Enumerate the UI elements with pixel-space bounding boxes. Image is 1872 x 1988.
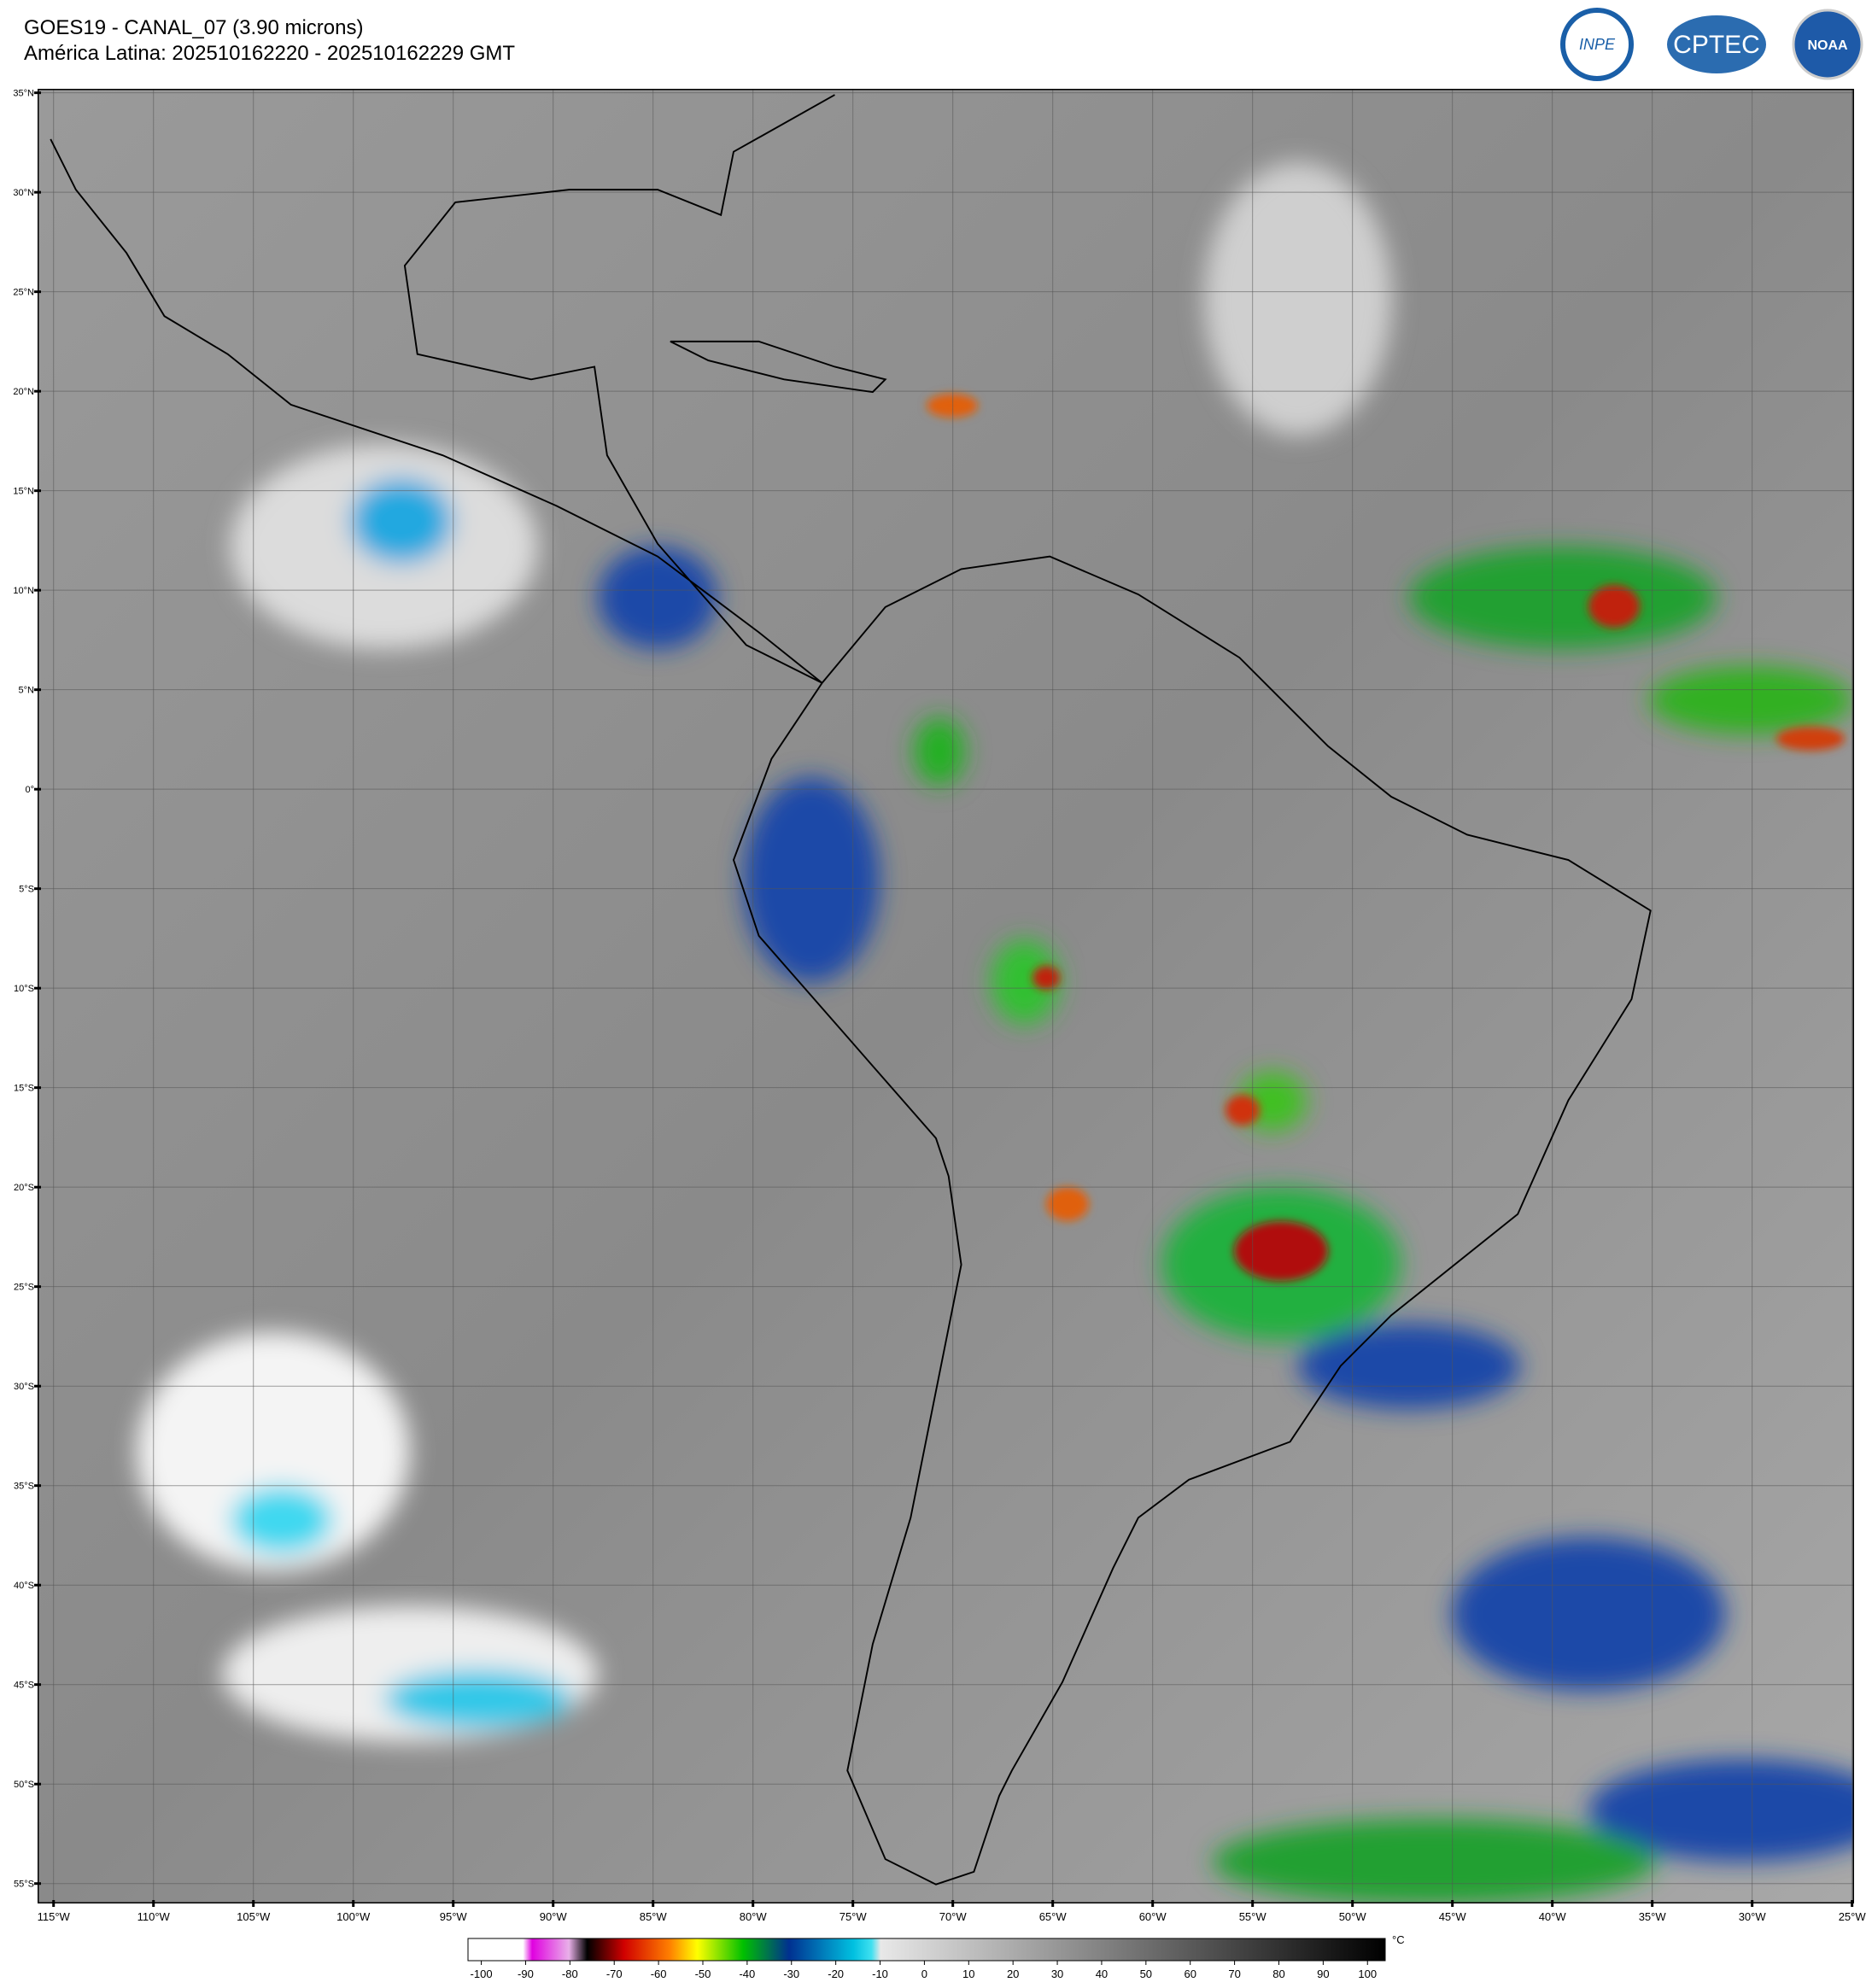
- lon-label: 95°W: [440, 1910, 468, 1923]
- colorbar-tick-label: 50: [1140, 1968, 1152, 1980]
- logo-noaa: [1792, 9, 1863, 80]
- lon-label: 35°W: [1639, 1910, 1667, 1923]
- lat-label: 20°S: [14, 1183, 34, 1193]
- lat-label: 5°S: [19, 885, 34, 895]
- lon-label: 45°W: [1439, 1910, 1467, 1923]
- colorbar-unit: °C: [1392, 1933, 1405, 1946]
- cuba: [670, 340, 887, 394]
- lat-label: 10°N: [13, 586, 34, 596]
- lon-label: 75°W: [839, 1910, 868, 1923]
- colorbar-tick-label: -70: [606, 1968, 623, 1980]
- lat-label: 30°S: [14, 1382, 34, 1392]
- colorbar-tick-label: -20: [828, 1968, 844, 1980]
- lon-label: 40°W: [1539, 1910, 1567, 1923]
- colorbar-tick-label: -100: [471, 1968, 493, 1980]
- central-america: [50, 94, 835, 684]
- lat-label: 40°S: [14, 1581, 34, 1591]
- lon-label: 80°W: [740, 1910, 768, 1923]
- lon-label: 100°W: [336, 1910, 371, 1923]
- colorbar-tick-label: 90: [1317, 1968, 1329, 1980]
- lat-label: 25°S: [14, 1283, 34, 1293]
- lon-label: 25°W: [1839, 1910, 1867, 1923]
- lon-label: 105°W: [237, 1910, 271, 1923]
- lat-label: 5°N: [19, 686, 35, 696]
- lon-label: 110°W: [137, 1910, 171, 1923]
- storm-cores: [927, 394, 1845, 1281]
- lon-label: 30°W: [1739, 1910, 1767, 1923]
- lat-label: 55°S: [14, 1880, 34, 1890]
- colorbar-tick-label: 20: [1007, 1968, 1019, 1980]
- lon-label: 85°W: [640, 1910, 668, 1923]
- colorbar-tick-label: 30: [1051, 1968, 1063, 1980]
- colorbar-tick-label: 100: [1358, 1968, 1377, 1980]
- lat-label: 30°N: [13, 188, 34, 198]
- lat-label: 25°N: [13, 288, 34, 298]
- logo-text: CPTEC: [1673, 31, 1760, 59]
- colorbar-tick-label: -10: [872, 1968, 888, 1980]
- subtitle: América Latina: 202510162220 - 202510162…: [24, 42, 515, 65]
- graticule: [38, 89, 1854, 1903]
- colorbar-tick-label: 0: [921, 1968, 927, 1980]
- colorbar-tick-label: 40: [1096, 1968, 1108, 1980]
- lat-label: 0°: [25, 785, 34, 795]
- axis-labels: 35°N 30°N 25°N 20°N 15°N 10°N 5°N 0° 5°S 10°S 15°S…: [13, 89, 1866, 1923]
- lat-label: 15°N: [13, 487, 34, 497]
- map: [38, 89, 1854, 1903]
- cloud-imagery: [137, 162, 1854, 1903]
- colorbar-tick-label: -90: [518, 1968, 534, 1980]
- lon-label: 65°W: [1039, 1910, 1068, 1923]
- colorbar-tick-label: -60: [651, 1968, 667, 1980]
- colorbar-tick-label: -80: [562, 1968, 578, 1980]
- lon-label: 70°W: [939, 1910, 968, 1923]
- coastlines: [50, 94, 1652, 1886]
- logo-cptec: [1667, 15, 1766, 73]
- lat-label: 35°S: [14, 1482, 34, 1492]
- lat-label: 50°S: [14, 1780, 34, 1790]
- lon-label: 115°W: [38, 1910, 71, 1923]
- colorbar-tick-label: 80: [1272, 1968, 1284, 1980]
- lon-label: 90°W: [540, 1910, 568, 1923]
- logo-text: INPE: [1579, 36, 1616, 53]
- colorbar-tick-label: -50: [695, 1968, 711, 1980]
- colorbar-tick-label: -40: [739, 1968, 755, 1980]
- lat-label: 15°S: [14, 1084, 34, 1094]
- lat-label: 20°N: [13, 387, 34, 397]
- colorbar-tick-label: 60: [1184, 1968, 1196, 1980]
- colorbar-gradient: [467, 1938, 1386, 1962]
- logo-inpe: [1560, 8, 1634, 81]
- colorbar-tick-label: -30: [783, 1968, 799, 1980]
- colorbar: °C -100 -90 -80 -70 -60 -50 -40 -30 -20 -10 0 10 20 3…: [467, 1933, 1405, 1980]
- lon-label: 50°W: [1339, 1910, 1367, 1923]
- lat-label: 45°S: [14, 1681, 34, 1691]
- logos: INPE CPTEC NOAA: [1560, 8, 1863, 81]
- lon-label: 55°W: [1239, 1910, 1267, 1923]
- south-america: [732, 555, 1652, 1886]
- colorbar-tick-label: 70: [1228, 1968, 1240, 1980]
- colorbar-tick-label: 10: [962, 1968, 974, 1980]
- lat-label: 35°N: [13, 89, 34, 99]
- lat-label: 10°S: [14, 984, 34, 994]
- title: GOES19 - CANAL_07 (3.90 microns): [24, 16, 364, 39]
- lon-label: 60°W: [1139, 1910, 1167, 1923]
- logo-text: NOAA: [1807, 38, 1848, 53]
